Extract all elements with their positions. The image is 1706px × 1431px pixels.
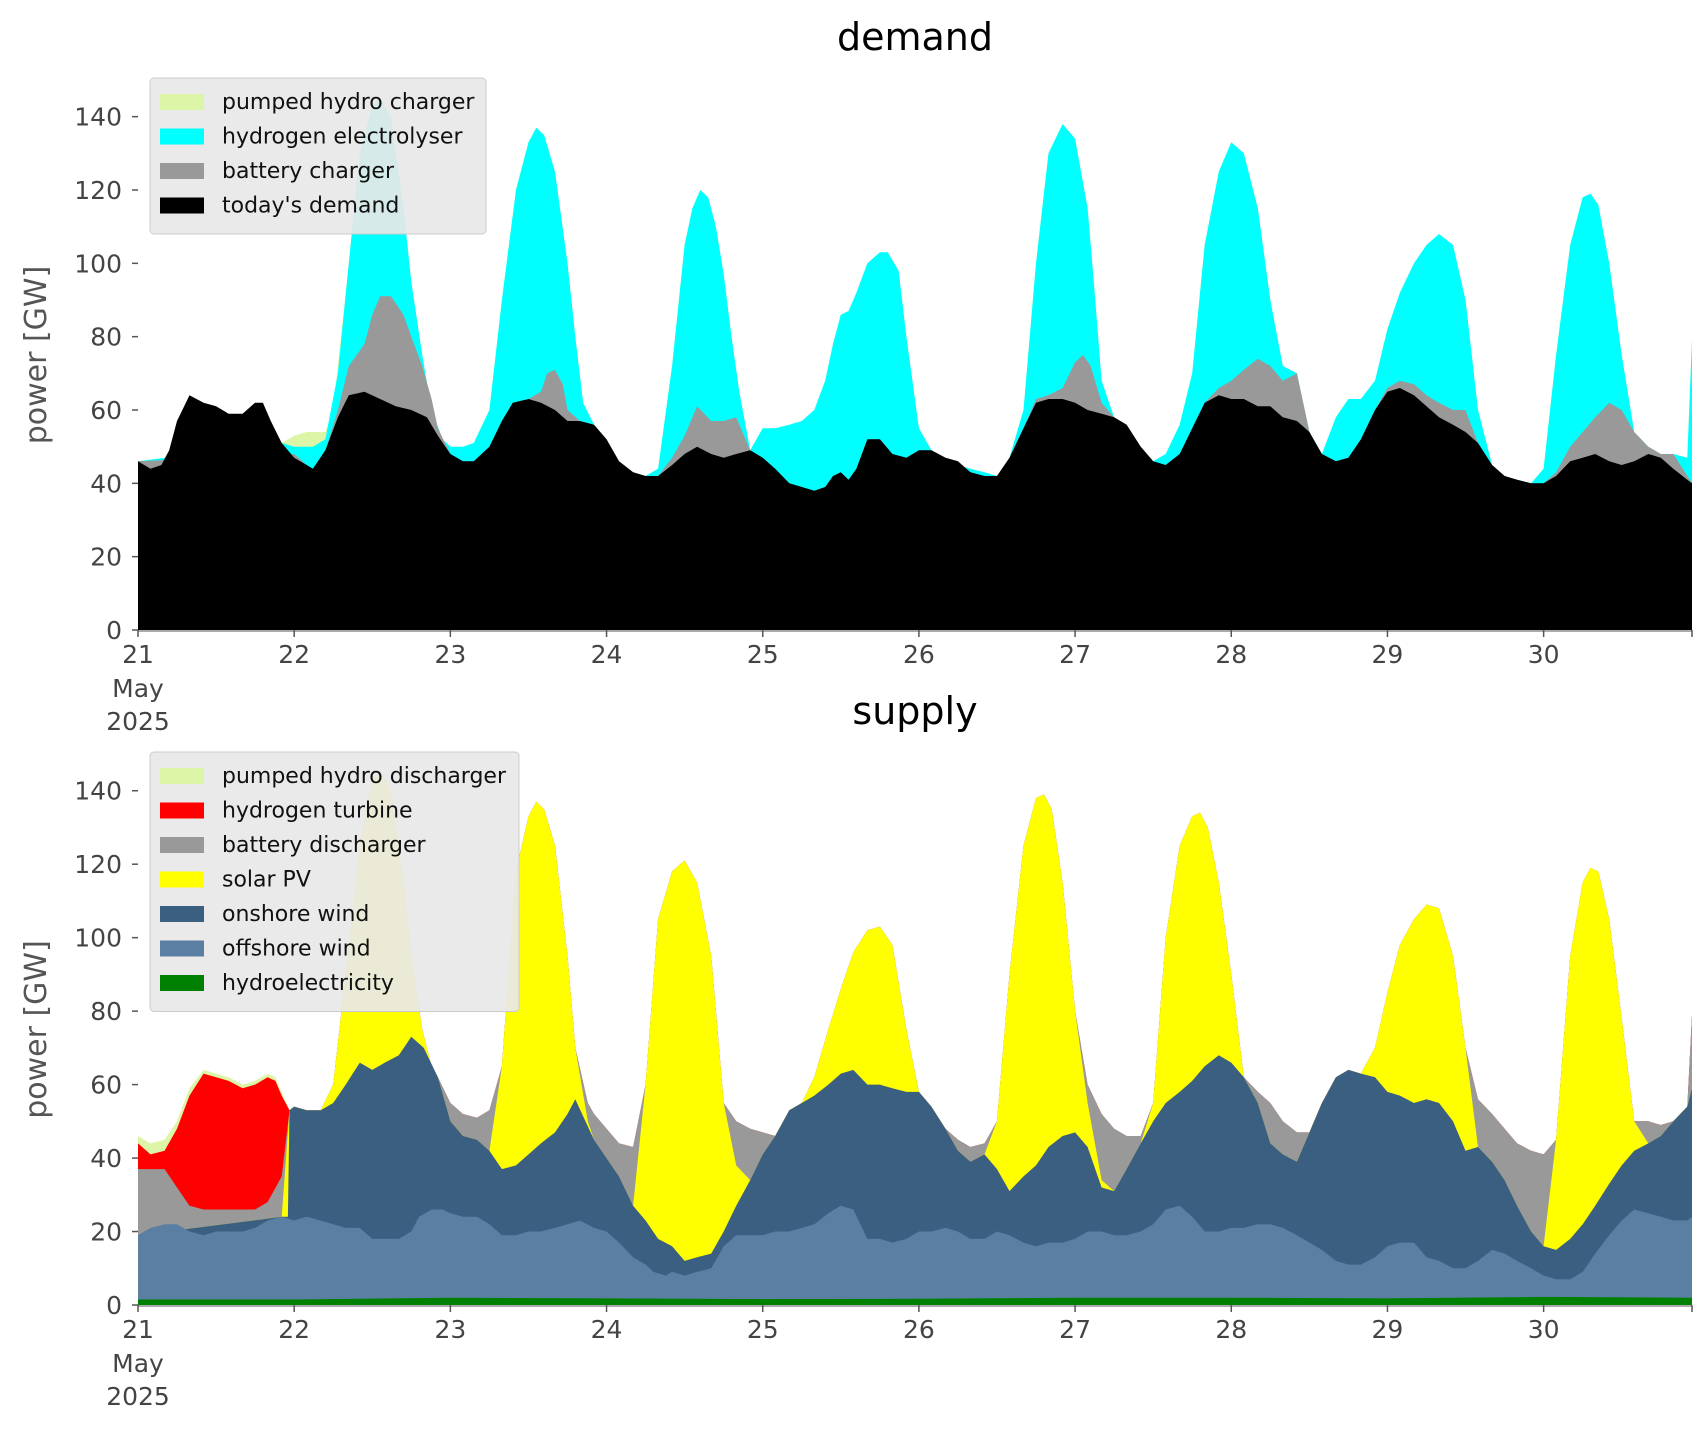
x-tick-label: 29 <box>1372 1315 1404 1344</box>
legend-label-pumped-hydro-discharger: pumped hydro discharger <box>222 764 507 789</box>
area-offshore-wind <box>138 1205 1692 1305</box>
y-tick-label: 0 <box>106 1291 122 1320</box>
x-tick-label: 21 <box>122 640 154 669</box>
legend-label-solar-pv: solar PV <box>222 868 311 893</box>
legend-label-hydroelectricity: hydroelectricity <box>222 971 394 996</box>
y-tick-label: 20 <box>90 543 122 572</box>
chart-panel-supply: supply 0 20 40 60 80 100 120 140 power [GW] 21 May 2… <box>19 689 1693 1411</box>
y-tick-label: 100 <box>74 249 122 278</box>
legend-swatch-today-s-demand <box>160 197 204 214</box>
legend-swatch-offshore-wind <box>160 940 204 957</box>
area-today-s-demand <box>138 388 1692 630</box>
x-tick-label: 25 <box>747 1315 779 1344</box>
area-layers <box>138 765 1692 1305</box>
y-tick-label: 100 <box>74 924 122 953</box>
legend-swatch-battery-charger <box>160 163 204 179</box>
legend-swatch-pumped-hydro-charger <box>160 94 204 110</box>
legend: pumped hydro discharger hydrogen turbine b… <box>149 751 520 1012</box>
x-tick-sublabel: 2025 <box>106 1382 170 1411</box>
x-tick-label: 24 <box>591 640 623 669</box>
x-tick-label: 27 <box>1059 640 1091 669</box>
x-tick-label: 30 <box>1528 1315 1560 1344</box>
y-tick-label: 120 <box>74 850 122 879</box>
x-tick-sublabel: 2025 <box>106 707 170 736</box>
legend-label-pumped-hydro-charger: pumped hydro charger <box>222 90 475 115</box>
y-axis-label: power [GW] <box>19 266 54 445</box>
x-tick-label: 26 <box>903 640 935 669</box>
y-tick-label: 140 <box>74 777 122 806</box>
legend: pumped hydro charger hydrogen electrolyse… <box>149 77 487 235</box>
chart-title: demand <box>837 15 993 59</box>
legend-label-today-s-demand: today's demand <box>222 194 399 219</box>
x-tick-label: 28 <box>1215 640 1247 669</box>
legend-swatch-hydroelectricity <box>160 975 204 991</box>
legend-label-onshore-wind: onshore wind <box>222 902 369 927</box>
y-tick-label: 80 <box>90 997 122 1026</box>
x-tick-label: 22 <box>278 1315 310 1344</box>
y-tick-label: 40 <box>90 469 122 498</box>
legend-label-offshore-wind: offshore wind <box>222 937 371 962</box>
x-tick-label: 21 <box>122 1315 154 1344</box>
legend-box <box>149 751 520 1012</box>
y-tick-label: 140 <box>74 103 122 132</box>
x-tick-sublabel: May <box>112 1349 164 1378</box>
legend-swatch-hydrogen-electrolyser <box>160 128 204 145</box>
x-tick-label: 29 <box>1372 640 1404 669</box>
y-tick-label: 20 <box>90 1218 122 1247</box>
legend-swatch-pumped-hydro-discharger <box>160 768 204 784</box>
x-tick-label: 22 <box>278 640 310 669</box>
y-tick-label: 60 <box>90 1071 122 1100</box>
x-tick-label: 23 <box>434 1315 466 1344</box>
legend-label-hydrogen-turbine: hydrogen turbine <box>222 799 413 824</box>
legend-swatch-hydrogen-turbine <box>160 802 204 819</box>
legend-label-battery-discharger: battery discharger <box>222 833 427 858</box>
chart-panel-demand: demand 0 20 40 60 80 100 120 140 power [GW] 21 May 2… <box>19 15 1693 736</box>
legend-box <box>149 77 487 235</box>
x-tick-label: 25 <box>747 640 779 669</box>
legend-swatch-solar-pv <box>160 871 204 888</box>
x-tick-label: 26 <box>903 1315 935 1344</box>
x-tick-label: 30 <box>1528 640 1560 669</box>
legend-label-battery-charger: battery charger <box>222 159 395 184</box>
x-tick-label: 28 <box>1215 1315 1247 1344</box>
y-tick-label: 80 <box>90 323 122 352</box>
y-tick-label: 60 <box>90 396 122 425</box>
x-tick-label: 27 <box>1059 1315 1091 1344</box>
area-layers <box>138 94 1692 630</box>
legend-swatch-onshore-wind <box>160 906 204 922</box>
y-tick-label: 40 <box>90 1144 122 1173</box>
chart-title: supply <box>852 689 977 733</box>
y-axis-label: power [GW] <box>19 940 54 1119</box>
x-tick-label: 24 <box>591 1315 623 1344</box>
x-tick-label: 23 <box>434 640 466 669</box>
x-tick-sublabel: May <box>112 674 164 703</box>
area-hydroelectricity <box>138 1296 1692 1305</box>
legend-swatch-battery-discharger <box>160 837 204 853</box>
legend-label-hydrogen-electrolyser: hydrogen electrolyser <box>222 125 463 150</box>
y-tick-label: 120 <box>74 176 122 205</box>
y-tick-label: 0 <box>106 616 122 645</box>
